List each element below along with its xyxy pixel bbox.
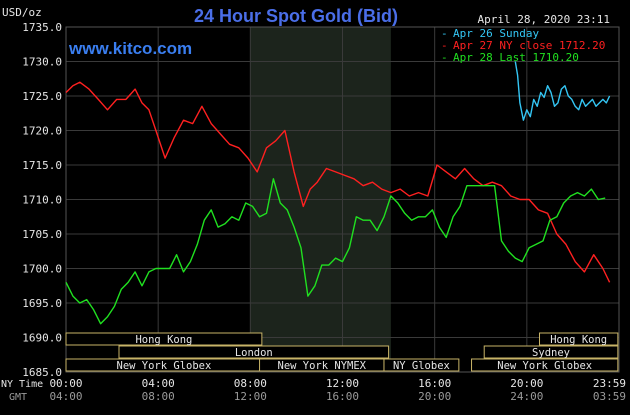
x-tick-label-ny: 23:59: [593, 377, 626, 390]
session-band: [471, 358, 619, 372]
x-tick-label-ny: 16:00: [418, 377, 451, 390]
y-tick-label: 1710.0: [22, 194, 62, 207]
session-band-label: New York NYMEX: [278, 360, 367, 372]
session-band-label: NY Globex: [393, 360, 450, 372]
session-band: [65, 332, 263, 346]
y-tick-label: 1720.0: [22, 125, 62, 138]
series-line-0: [514, 61, 611, 121]
series-line-2: [65, 178, 606, 325]
x-tick-label-gmt: 12:00: [234, 390, 267, 403]
chart-title: 24 Hour Spot Gold (Bid): [194, 6, 398, 26]
session-band: [483, 345, 619, 359]
y-tick-label: 1730.0: [22, 56, 62, 69]
y-tick-label: 1695.0: [22, 297, 62, 310]
session-band-label: New York Globex: [497, 360, 592, 372]
session-band-label: London: [235, 347, 273, 359]
x-tick-label-gmt: 24:00: [510, 390, 543, 403]
session-band-label: Sydney: [532, 347, 570, 359]
x-axis-gmt-label: GMT: [9, 392, 27, 403]
session-band-label: Hong Kong: [135, 334, 192, 346]
x-tick-label-gmt: 04:00: [49, 390, 82, 403]
y-tick-label: 1725.0: [22, 90, 62, 103]
x-tick-label-gmt: 16:00: [326, 390, 359, 403]
session-band: [118, 345, 390, 359]
x-tick-label-gmt: 20:00: [418, 390, 451, 403]
legend-item-last: Apr 28 Last 1710.20: [453, 51, 579, 64]
site-watermark: www.kitco.com: [68, 39, 192, 58]
legend-item-nyclose: Apr 27 NY close 1712.20: [453, 39, 605, 52]
session-band-label: Hong Kong: [550, 334, 607, 346]
series-layer: [65, 61, 611, 325]
plot-frame: [65, 26, 620, 373]
x-tick-label-ny: 04:00: [142, 377, 175, 390]
legend-marker-last: -: [441, 51, 448, 64]
grid-layer: [65, 26, 620, 373]
legend-marker-sunday: -: [441, 27, 448, 40]
y-tick-label: 1690.0: [22, 332, 62, 345]
x-tick-label-ny: 20:00: [510, 377, 543, 390]
legend-item-sunday: Apr 26 Sunday: [453, 27, 539, 40]
y-tick-label: 1715.0: [22, 159, 62, 172]
session-band-label: New York Globex: [117, 360, 212, 372]
chart-datetime: April 28, 2020 23:11: [478, 13, 610, 26]
legend: Apr 26 Sunday Apr 27 NY close 1712.20 Ap…: [441, 27, 605, 64]
y-tick-label: 1705.0: [22, 228, 62, 241]
x-axis-ny-label: NY Time: [1, 379, 43, 390]
x-tick-labels: 00:0004:0004:0008:0008:0012:0012:0016:00…: [49, 377, 626, 403]
y-axis-unit: USD/oz: [2, 6, 42, 19]
y-tick-label: 1700.0: [22, 263, 62, 276]
series-line-1: [65, 81, 611, 283]
x-tick-label-ny: 08:00: [234, 377, 267, 390]
x-tick-label-ny: 00:00: [49, 377, 82, 390]
x-tick-label-gmt: 03:59: [593, 390, 626, 403]
legend-marker-nyclose: -: [441, 39, 448, 52]
session-band: [383, 358, 460, 372]
x-tick-label-gmt: 08:00: [142, 390, 175, 403]
session-band: [539, 332, 619, 346]
y-tick-labels: 1735.0 1730.0 1725.0 1720.0 1715.0 1710.0 1705…: [22, 21, 62, 379]
y-tick-label: 1735.0: [22, 21, 62, 34]
x-tick-label-ny: 12:00: [326, 377, 359, 390]
y-tick-label: 1685.0: [22, 366, 62, 379]
